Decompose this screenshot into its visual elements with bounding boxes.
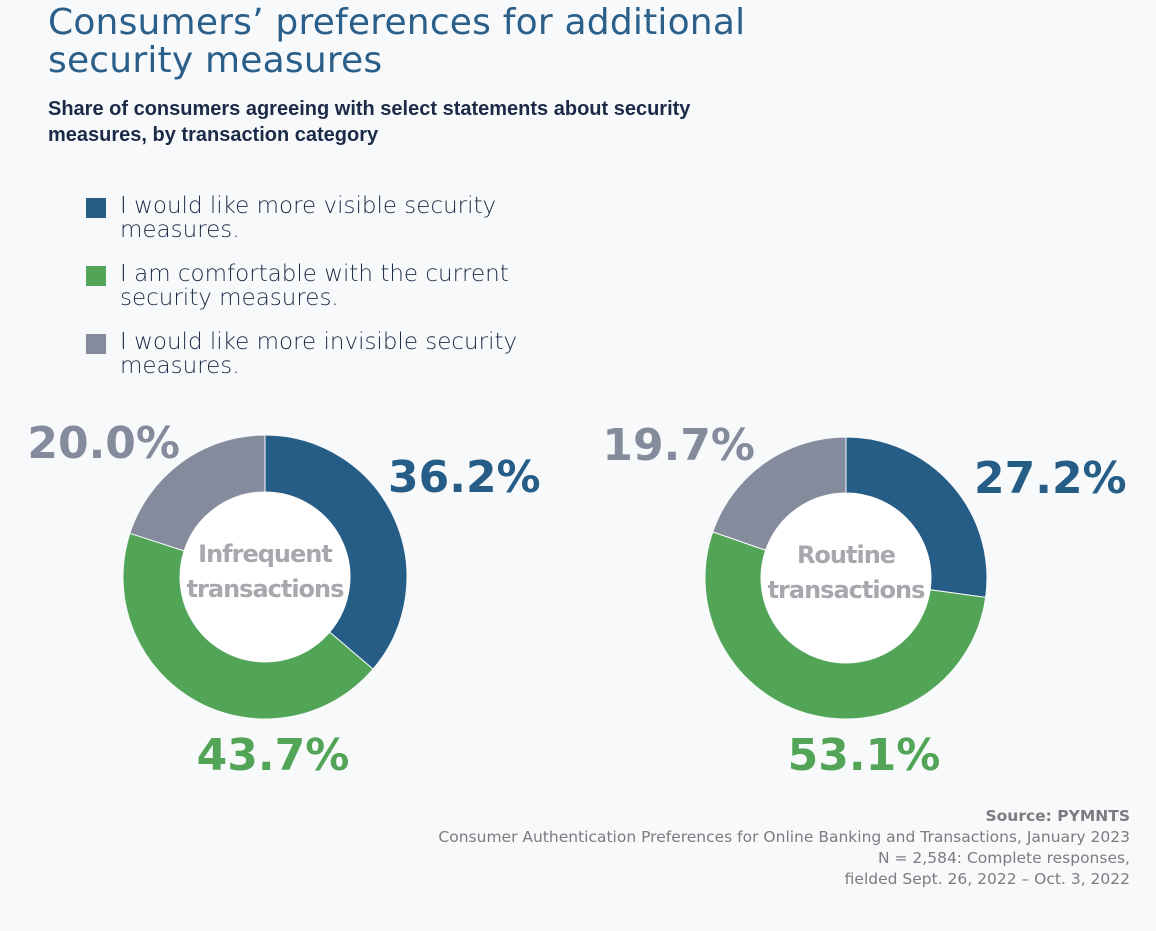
footer-line: fielded Sept. 26, 2022 – Oct. 3, 2022	[844, 870, 1130, 888]
legend-item-invisible: I would like more invisible security mea…	[86, 330, 570, 378]
source: Source: PYMNTS	[985, 807, 1130, 825]
legend-swatch	[86, 266, 106, 286]
legend-swatch	[86, 334, 106, 354]
data-label: 19.7%	[602, 420, 755, 471]
legend-item-comfortable: I am comfortable with the current securi…	[86, 262, 570, 310]
data-label: 43.7%	[197, 730, 350, 781]
legend: I would like more visible security measu…	[86, 194, 570, 398]
data-label: 53.1%	[788, 730, 941, 781]
chart-subtitle: Share of consumers agreeing with select …	[48, 98, 691, 146]
legend-swatch	[86, 198, 106, 218]
donut-hole	[761, 493, 931, 663]
legend-item-visible: I would like more visible security measu…	[86, 194, 570, 242]
legend-label: I am comfortable with the current securi…	[120, 261, 509, 311]
chart-title: Consumers’ preferences for additional se…	[48, 2, 746, 81]
footer: Source: PYMNTS Consumer Authentication P…	[438, 806, 1130, 890]
data-label: 20.0%	[27, 418, 180, 469]
donut-hole	[180, 492, 350, 662]
footer-line: Consumer Authentication Preferences for …	[438, 828, 1130, 846]
data-label: 36.2%	[388, 452, 541, 503]
center-label: transactions	[187, 575, 345, 603]
legend-label: I would like more invisible security mea…	[120, 329, 518, 379]
center-label: transactions	[768, 576, 926, 604]
footer-line: N = 2,584: Complete responses,	[878, 849, 1130, 867]
legend-label: I would like more visible security measu…	[120, 193, 497, 243]
data-label: 27.2%	[974, 453, 1127, 504]
center-label: Infrequent	[198, 540, 332, 568]
center-label: Routine	[797, 541, 896, 569]
